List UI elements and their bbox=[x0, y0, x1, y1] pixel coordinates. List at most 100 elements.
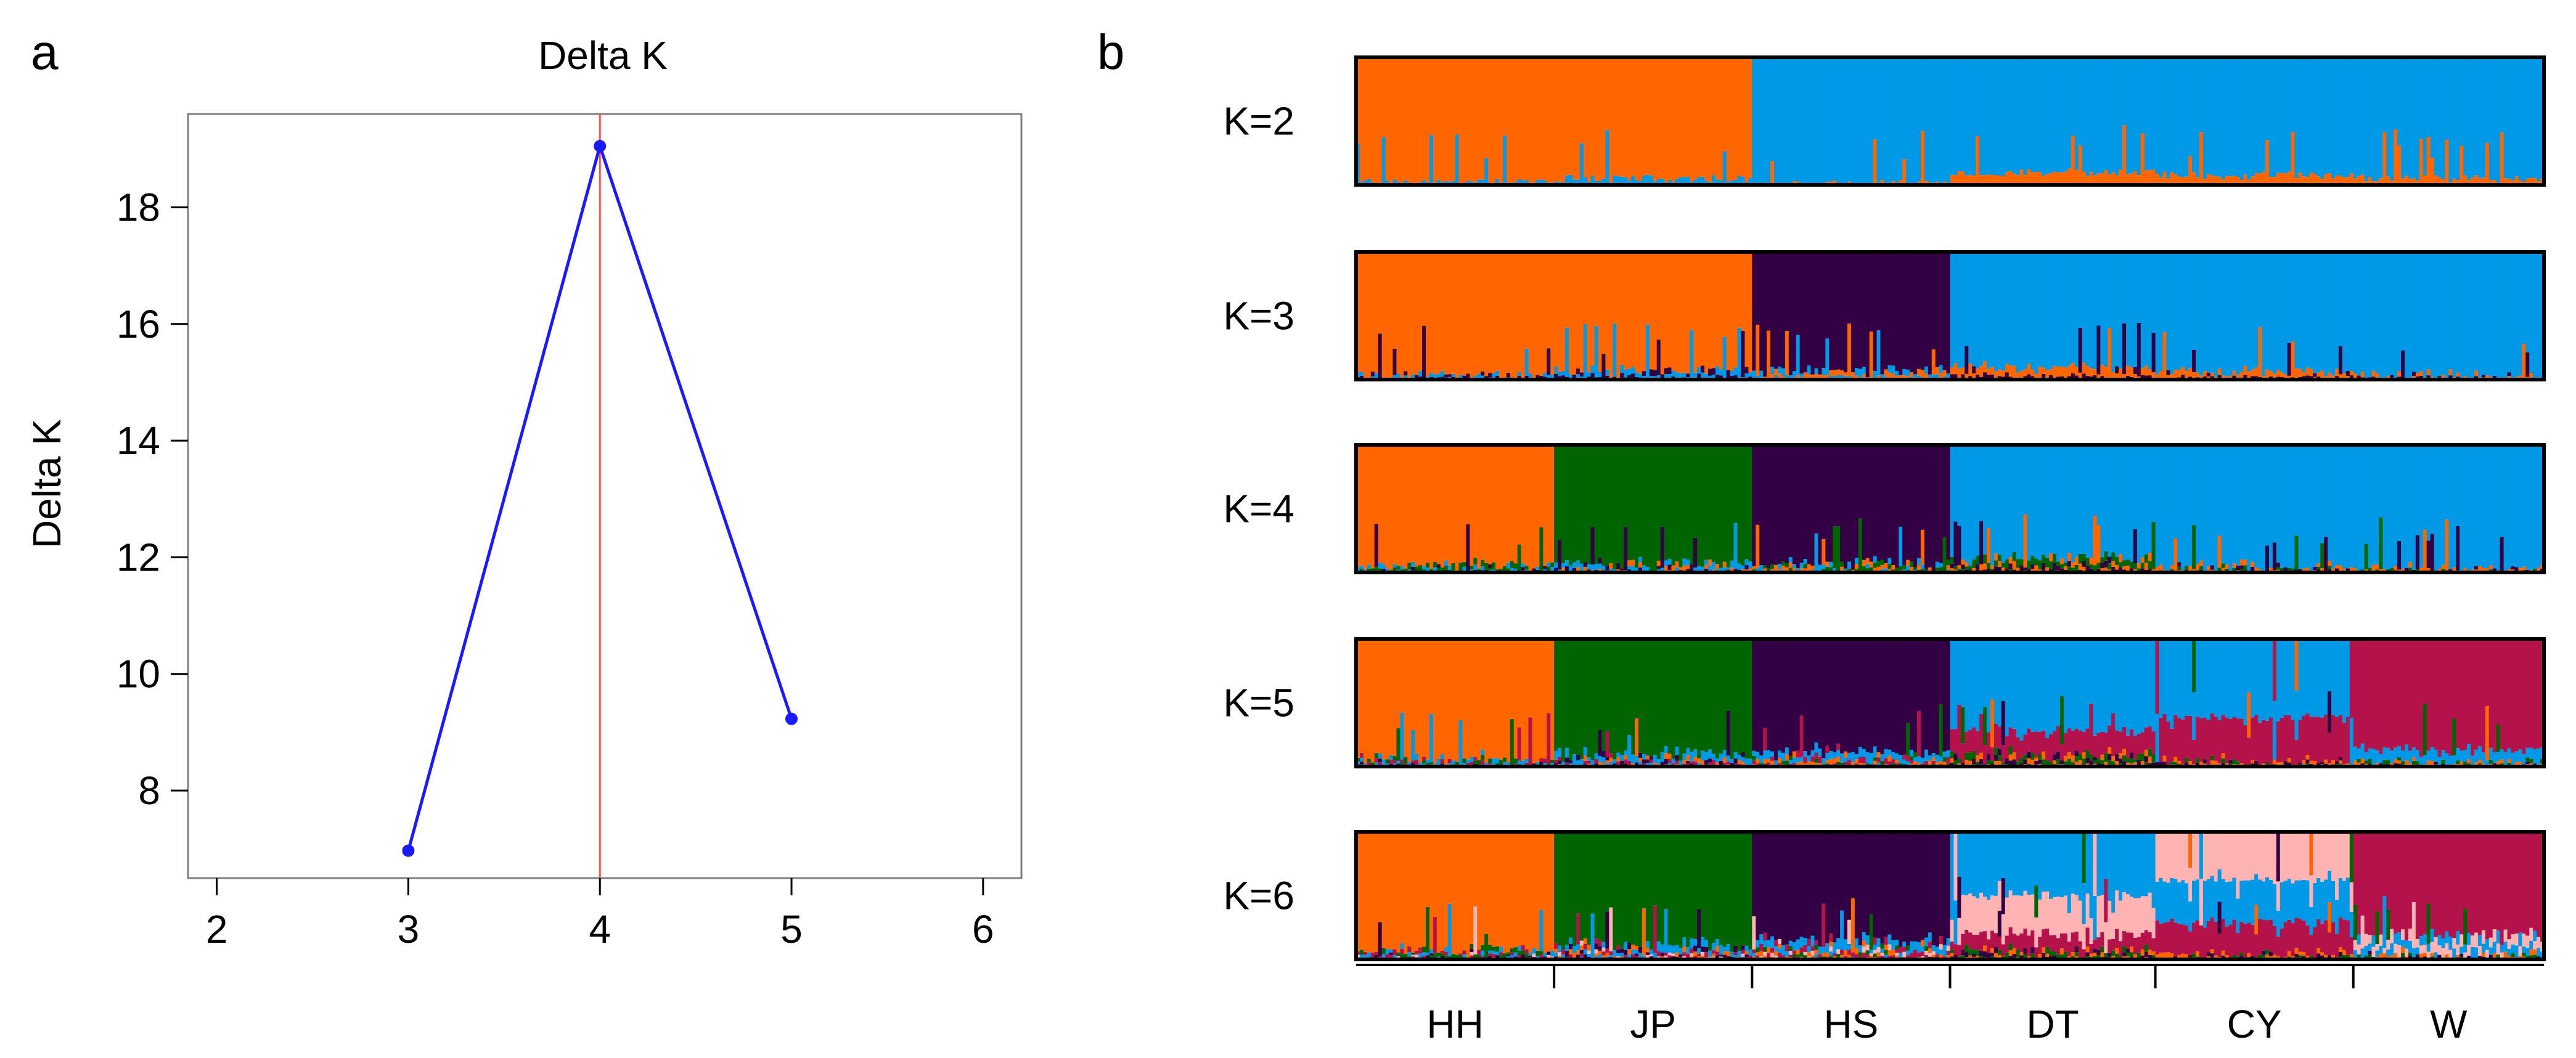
ancestry-segment bbox=[2291, 132, 2296, 185]
ancestry-segment bbox=[1865, 832, 1870, 935]
ancestry-segment bbox=[1638, 57, 1643, 181]
ancestry-segment bbox=[2085, 639, 2090, 729]
ancestry-segment bbox=[1957, 876, 1961, 918]
ancestry-segment bbox=[2074, 367, 2079, 376]
ancestry-segment bbox=[2100, 557, 2104, 563]
ancestry-segment bbox=[2368, 252, 2373, 378]
ancestry-segment bbox=[1605, 953, 1609, 957]
ancestry-segment bbox=[1539, 375, 1544, 380]
ancestry-segment bbox=[1583, 562, 1588, 567]
ancestry-segment bbox=[2481, 568, 2486, 572]
ancestry-segment bbox=[2027, 364, 2031, 375]
ancestry-segment bbox=[1576, 566, 1580, 571]
ancestry-segment bbox=[2059, 172, 2064, 185]
ancestry-segment bbox=[1532, 57, 1537, 184]
ancestry-segment bbox=[2202, 639, 2207, 718]
ancestry-segment bbox=[1953, 729, 1958, 754]
ancestry-segment bbox=[1664, 445, 1669, 561]
ancestry-segment bbox=[1781, 752, 1786, 762]
ancestry-segment bbox=[2140, 57, 2145, 134]
ancestry-segment bbox=[1620, 568, 1624, 571]
ancestry-segment bbox=[1620, 832, 1624, 949]
ancestry-segment bbox=[2492, 180, 2497, 185]
ancestry-segment bbox=[2159, 371, 2164, 379]
ancestry-segment bbox=[2170, 565, 2174, 569]
ancestry-segment bbox=[1741, 252, 1746, 331]
ancestry-segment bbox=[1763, 750, 1767, 759]
ancestry-segment bbox=[1833, 752, 1837, 759]
ancestry-segment bbox=[2063, 761, 2068, 767]
ancestry-segment bbox=[2328, 691, 2332, 733]
ancestry-segment bbox=[1928, 445, 1932, 568]
ancestry-segment bbox=[1850, 372, 1855, 378]
ancestry-segment bbox=[2063, 171, 2068, 185]
ancestry-segment bbox=[1422, 760, 1426, 764]
ancestry-segment bbox=[1833, 252, 1837, 370]
ancestry-segment bbox=[1979, 752, 1984, 759]
ancestry-segment bbox=[1916, 756, 1921, 763]
ancestry-segment bbox=[2093, 57, 2098, 176]
ancestry-segment bbox=[1609, 753, 1613, 758]
ancestry-segment bbox=[1961, 252, 1965, 368]
ancestry-segment bbox=[1466, 759, 1470, 763]
ancestry-segment bbox=[1997, 566, 2002, 572]
ancestry-segment bbox=[1730, 759, 1735, 763]
ancestry-segment bbox=[1884, 639, 1888, 749]
ancestry-segment bbox=[1741, 565, 1746, 569]
ancestry-segment bbox=[1656, 445, 1661, 561]
ancestry-segment bbox=[1576, 560, 1580, 567]
ancestry-segment bbox=[1649, 57, 1654, 176]
ancestry-segment bbox=[1638, 832, 1643, 947]
ancestry-segment bbox=[1686, 177, 1690, 185]
ancestry-segment bbox=[1972, 373, 1976, 380]
ancestry-segment bbox=[2481, 57, 2486, 177]
ancestry-segment bbox=[1833, 953, 1837, 956]
ancestry-segment bbox=[1664, 57, 1669, 183]
ancestry-segment bbox=[2471, 177, 2475, 185]
ancestry-segment bbox=[1374, 252, 1379, 373]
ancestry-segment bbox=[1389, 57, 1394, 185]
ancestry-segment bbox=[1744, 951, 1749, 954]
ancestry-segment bbox=[2401, 178, 2405, 185]
ancestry-segment bbox=[1642, 565, 1646, 572]
ancestry-segment bbox=[1558, 956, 1562, 958]
ancestry-segment bbox=[1876, 566, 1881, 571]
ancestry-segment bbox=[1704, 946, 1709, 953]
ancestry-segment bbox=[1836, 949, 1841, 954]
ancestry-segment bbox=[1635, 180, 1639, 185]
ancestry-segment bbox=[2485, 568, 2490, 572]
ancestry-segment bbox=[1796, 375, 1801, 380]
ancestry-segment bbox=[1583, 943, 1588, 950]
ancestry-segment bbox=[1481, 639, 1485, 750]
ancestry-segment bbox=[2042, 445, 2046, 555]
ancestry-segment bbox=[1558, 760, 1562, 765]
ancestry-segment bbox=[1627, 368, 1632, 375]
ancestry-segment bbox=[1814, 940, 1818, 945]
ancestry-segment bbox=[1426, 445, 1430, 563]
ancestry-segment bbox=[1829, 561, 1833, 568]
ancestry-segment bbox=[1733, 639, 1738, 752]
ancestry-segment bbox=[1844, 956, 1848, 958]
ancestry-segment bbox=[2074, 762, 2079, 767]
ancestry-segment bbox=[1759, 565, 1764, 571]
ancestry-segment bbox=[1942, 757, 1947, 762]
ancestry-segment bbox=[1660, 956, 1665, 959]
ancestry-segment bbox=[1730, 763, 1735, 766]
ancestry-segment bbox=[1667, 639, 1672, 754]
ancestry-segment bbox=[2038, 172, 2042, 185]
ancestry-segment bbox=[1939, 567, 1944, 571]
ancestry-segment bbox=[1774, 57, 1778, 184]
ancestry-segment bbox=[1950, 445, 1955, 558]
ancestry-segment bbox=[1781, 832, 1786, 945]
ancestry-segment bbox=[1961, 639, 1965, 707]
ancestry-segment bbox=[1968, 566, 1973, 570]
ancestry-segment bbox=[2067, 445, 2072, 553]
ancestry-segment bbox=[1385, 954, 1390, 959]
ancestry-segment bbox=[2379, 517, 2383, 569]
ancestry-segment bbox=[1624, 252, 1628, 370]
ancestry-segment bbox=[2338, 639, 2343, 715]
ancestry-segment bbox=[1913, 941, 1918, 950]
ancestry-segment bbox=[1876, 938, 1881, 948]
ancestry-segment bbox=[1719, 57, 1723, 181]
ancestry-segment bbox=[2166, 639, 2170, 722]
